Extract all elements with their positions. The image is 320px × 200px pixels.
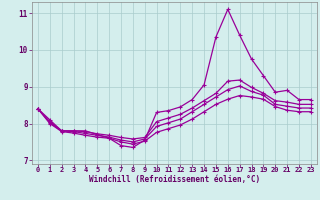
X-axis label: Windchill (Refroidissement éolien,°C): Windchill (Refroidissement éolien,°C) [89,175,260,184]
